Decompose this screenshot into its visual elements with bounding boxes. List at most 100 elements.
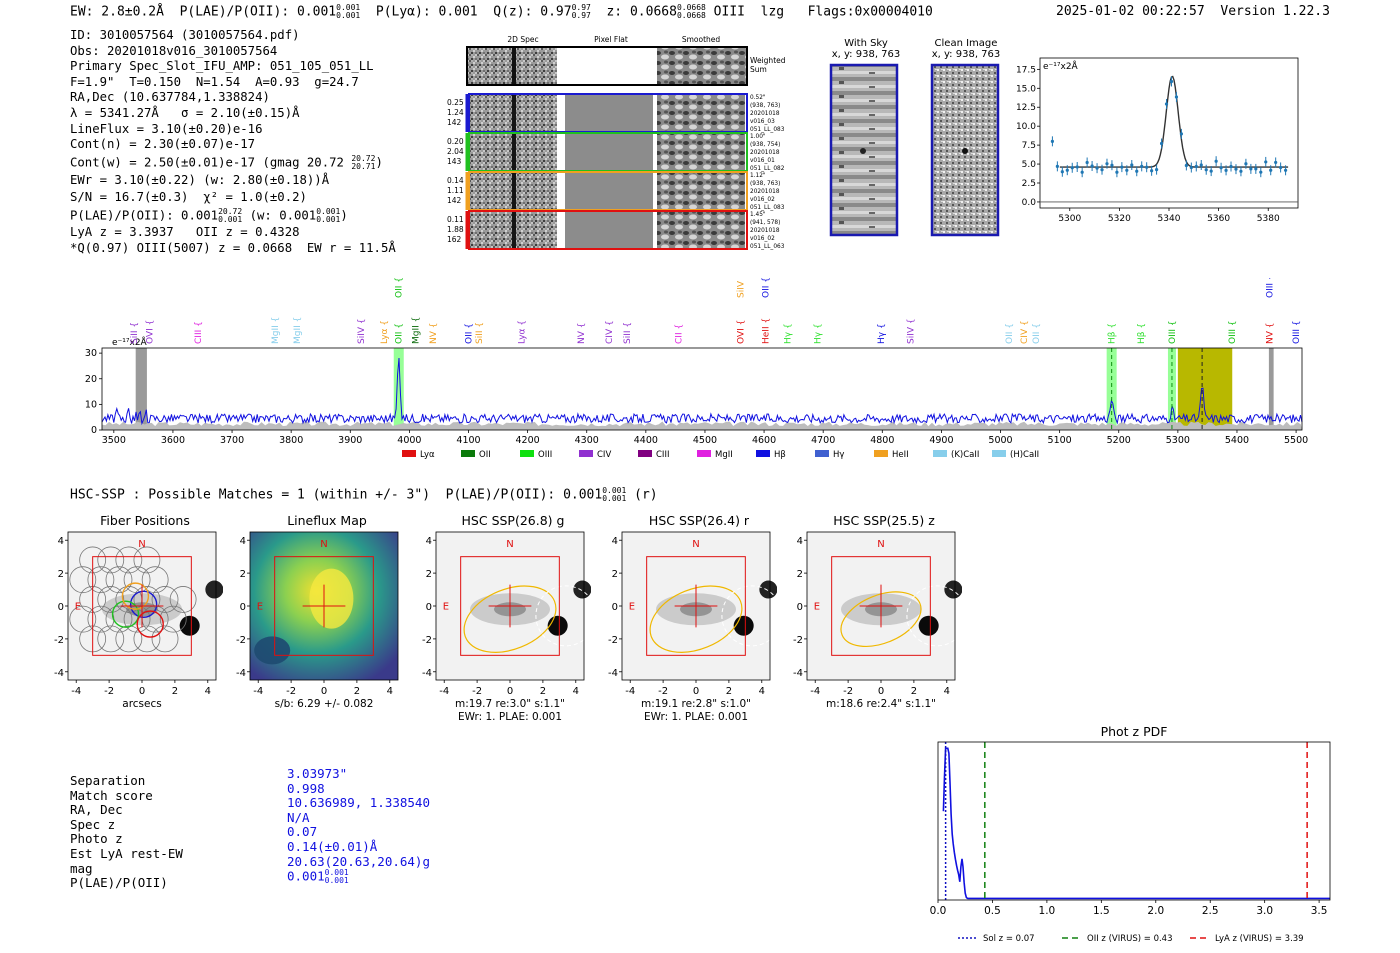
fiber-circle: [69, 605, 97, 633]
spectrum-legend-label: HeII: [892, 450, 909, 460]
hsc-x-tick-label: 4: [205, 686, 211, 697]
cutout-row-meta: 051_LL_063: [750, 244, 785, 250]
spectrum-line-label: SiII {: [130, 322, 140, 344]
cutout-row-meta: (941, 578): [750, 220, 780, 226]
info-plae-w: (w: 0.001: [249, 208, 317, 223]
hsc-y-tick-label: -2: [54, 635, 64, 646]
zoom-y-tick-label: 15.0: [1016, 84, 1036, 94]
hsc-panel-title: HSC SSP(26.4) r: [648, 513, 750, 528]
spectrum-x-tick-label: 4400: [634, 435, 658, 446]
spectrum-x-tick-label: 5200: [1107, 435, 1131, 446]
hsc-neighbor-aperture: [906, 585, 962, 647]
hsc-x-tick-label: 0: [321, 686, 327, 697]
spectrum-line-label: OII {: [465, 323, 475, 344]
spectrum-line-label: CIV {: [605, 320, 615, 344]
spectrum-line-label: Hγ {: [813, 323, 823, 344]
east-label: E: [443, 601, 449, 612]
zoom-data-point: [1065, 168, 1069, 172]
zoom-data-point: [1229, 164, 1233, 169]
info-contw: Cont(w) = 2.50(±0.01)e-17 (gmag 20.72 20…: [70, 154, 396, 171]
fiber-circle: [151, 625, 179, 653]
spectrum-x-tick-label: 3500: [102, 435, 126, 446]
cutout-row-meta: v016_02: [750, 236, 775, 242]
info-ewr: EWr = 3.10(±0.22) (w: 2.80(±0.18))Å: [70, 172, 330, 187]
spectrum-x-tick-label: 4100: [456, 435, 480, 446]
spectrum-line-label: CII {: [674, 324, 684, 344]
zoom-data-point: [1224, 168, 1228, 172]
spectrum-sky-mask: [1268, 348, 1274, 430]
spectrum-y-tick-label: 20: [85, 374, 97, 385]
hsc-caption: s/b: 6.29 +/- 0.082: [275, 698, 374, 710]
hsc-panel-image: N E -4 -4 -2 -2 0 0 2 2 4 4 m:19.1 re:2.8" s:1.0"EWr…: [608, 531, 777, 723]
full-spectrum-chart: e⁻¹⁷x2Å 3500 3600 3700 3800 3900 4000 4100 4200 4…: [85, 278, 1308, 460]
spectrum-x-tick-label: 4900: [929, 435, 953, 446]
hsc-caption: m:18.6 re:2.4" s:1.1": [826, 698, 936, 710]
north-label: N: [506, 539, 513, 550]
east-label: E: [814, 601, 820, 612]
hsc-neighbor-aperture: [721, 585, 777, 647]
spectrum-line-label: OII {: [1032, 323, 1042, 344]
detail-value: 0.07: [287, 824, 318, 840]
hsc-x-tick-label: 4: [759, 686, 765, 697]
hsc-caption: m:19.1 re:2.8" s:1.0": [641, 698, 751, 710]
zoom-y-tick-label: 12.5: [1016, 103, 1036, 113]
zoom-data-point: [1090, 164, 1094, 168]
hsc-x-tick-label: -4: [439, 686, 449, 697]
zoom-data-point: [1259, 170, 1263, 174]
info-block: ID: 3010057564 (3010057564.pdf) Obs: 202…: [70, 28, 396, 256]
hsc-y-tick-label: 4: [240, 536, 246, 547]
cutout-smoothed: [657, 172, 745, 210]
info-plae-text: P(LAE)/P(OII): 0.001: [70, 208, 219, 223]
header-timestamp-block: 2025-01-02 00:22:57 Version 1.22.3: [1056, 4, 1330, 19]
spectrum-line-label: HeII {: [761, 318, 771, 344]
spectrum-line-label: OVI {: [736, 320, 746, 344]
info-line: LineFlux = 3.10(±0.20)e-16: [70, 121, 263, 136]
hsc-bright-source: [733, 615, 754, 636]
spectrum-y-tick-label: 0: [91, 425, 97, 436]
zoom-x-tick-label: 5320: [1108, 214, 1131, 224]
zoom-data-point: [1279, 165, 1283, 170]
fiber-circle: [69, 566, 97, 594]
spectrum-y-tick-label: 10: [85, 399, 97, 410]
hsc-y-tick-label: 4: [426, 536, 432, 547]
photz-legend-label: Sol z = 0.07: [983, 934, 1035, 944]
hsc-y-tick-label: 0: [612, 602, 618, 613]
hsc-y-tick-label: 0: [426, 602, 432, 613]
zoom-data-point: [1239, 169, 1243, 173]
spectrum-line-label: NV {: [429, 323, 439, 344]
cutout-row-meta: 20201018: [750, 189, 780, 195]
spectrum-line-label: Lyα {: [518, 320, 528, 344]
fiber-circle: [105, 566, 133, 594]
fiber-circle: [133, 586, 161, 613]
zoom-data-point: [1179, 132, 1184, 136]
hsc-y-tick-label: 2: [612, 569, 618, 580]
spectrum-x-tick-label: 3800: [279, 435, 303, 446]
spectrum-legend-label: MgII: [715, 450, 733, 460]
hsc-x-tick-label: -2: [286, 686, 296, 697]
zoom-data-point: [1115, 170, 1119, 174]
cutout-smoothed: [657, 211, 745, 249]
header-line: OIII: [713, 4, 745, 20]
detail-label: Est LyA rest-EW: [70, 845, 183, 861]
hsc-y-tick-label: -4: [236, 668, 246, 679]
spectrum-legend-label: CIII: [656, 450, 669, 460]
header-plae-lo: 0.001: [336, 11, 361, 20]
match-details-labels: Separation Match score RA, Dec Spec z Ph…: [70, 773, 183, 891]
detail-label: Separation: [70, 773, 146, 788]
cutout-pixel-flat: [565, 133, 653, 171]
spectrum-x-tick-label: 4300: [575, 435, 599, 446]
info-line: F=1.9" T=0.150 N=1.54 A=0.93 g=24.7: [70, 74, 359, 89]
hsc-aperture-ellipse: [463, 585, 557, 653]
cutout-row-stat: 142: [447, 118, 462, 127]
hsc-y-tick-label: 4: [612, 536, 618, 547]
north-label: N: [692, 539, 699, 550]
zoom-data-point: [1120, 165, 1124, 169]
hsc-y-tick-label: 4: [797, 536, 803, 547]
header-z-hi: 0.0668: [676, 3, 706, 12]
cutout-row-stat: 1.88: [447, 225, 464, 234]
hsc-y-tick-label: 2: [240, 569, 246, 580]
spectrum-line-label: OIII {: [1168, 320, 1178, 344]
hsc-panel-image: N E -4 -4 -2 -2 0 0 2 2 4 4 m:18.6 re:2.4" s:1.1": [793, 531, 962, 710]
hsc-x-tick-label: -2: [472, 686, 482, 697]
hsc-headline-lo: 0.001: [602, 494, 627, 503]
